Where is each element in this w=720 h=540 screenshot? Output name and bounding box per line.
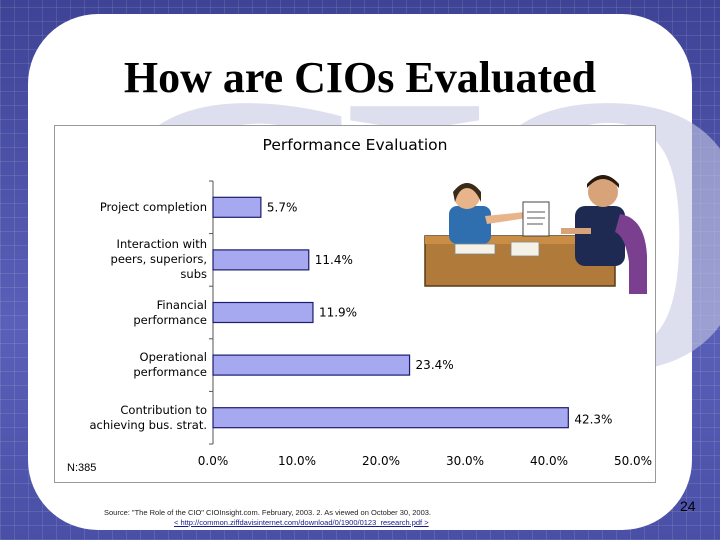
bar xyxy=(212,354,411,376)
x-tick-label: 10.0% xyxy=(278,454,316,468)
x-tick-label: 50.0% xyxy=(614,454,652,468)
x-tick-label: 30.0% xyxy=(446,454,484,468)
x-tick-label: 40.0% xyxy=(530,454,568,468)
bar xyxy=(212,301,314,324)
data-label: 42.3% xyxy=(574,413,612,427)
category-label: Contribution to achieving bus. strat. xyxy=(89,402,207,432)
x-tick-label: 0.0% xyxy=(198,454,229,468)
chart-title: Performance Evaluation xyxy=(262,136,448,154)
bar xyxy=(212,196,262,218)
chart-container: Performance Evaluation 5.7% 11.4% 11.9% 23.… xyxy=(54,125,656,483)
office-meeting-clipart xyxy=(415,166,655,309)
bar xyxy=(212,249,310,271)
data-label: 5.7% xyxy=(267,200,298,214)
source-link[interactable]: < http://common.ziffdavisinternet.com/do… xyxy=(174,518,429,527)
bar-chart: 5.7% 11.4% 11.9% 23.4% 42.3% 0.0% 10.0% 20.0% 30… xyxy=(198,180,652,468)
source-citation: Source: "The Role of the CIO" CIOInsight… xyxy=(104,508,604,528)
page-number: 24 xyxy=(680,498,696,514)
data-label: 23.4% xyxy=(416,358,454,372)
slide-title: How are CIOs Evaluated xyxy=(123,53,597,102)
bar xyxy=(212,407,569,429)
category-label: Financial performance xyxy=(133,297,207,327)
data-label: 11.9% xyxy=(319,306,357,320)
x-tick-label: 20.0% xyxy=(362,454,400,468)
source-line-1: Source: "The Role of the CIO" CIOInsight… xyxy=(104,508,432,517)
category-label: Project completion xyxy=(99,199,207,214)
data-label: 11.4% xyxy=(315,253,353,267)
sample-size-label: N:385 xyxy=(67,462,97,474)
category-label: Interaction with peers, superiors, subs xyxy=(110,237,207,282)
category-label: Operational performance xyxy=(133,350,207,380)
